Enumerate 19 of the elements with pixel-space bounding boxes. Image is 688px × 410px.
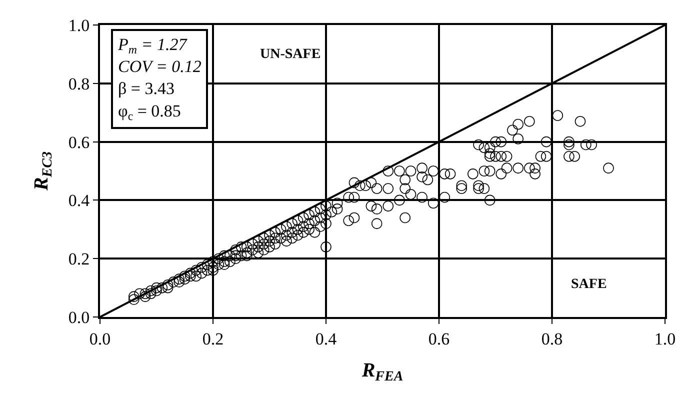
x-tick-label: 0.0 bbox=[89, 329, 111, 348]
y-tick-label: 0.0 bbox=[68, 308, 90, 327]
x-tick-label: 1.0 bbox=[654, 329, 676, 348]
y-tick-label: 0.8 bbox=[68, 74, 90, 94]
annotation: β = 3.43 bbox=[118, 79, 174, 98]
annotation: SAFE bbox=[571, 277, 607, 292]
x-axis-title: R$_{FEA}$ bbox=[360, 359, 404, 385]
x-tick-label: 0.4 bbox=[315, 329, 338, 348]
annotation: UN-SAFE bbox=[260, 47, 321, 62]
annotation: COV = 0.12 bbox=[118, 57, 202, 76]
x-tick-label: 0.6 bbox=[428, 329, 450, 348]
y-tick-label: 1.0 bbox=[68, 16, 90, 35]
annotation: P$_{m}$ = 1.27 bbox=[117, 35, 188, 57]
y-tick-label: 0.4 bbox=[68, 191, 90, 210]
x-tick-label: 0.8 bbox=[541, 329, 563, 348]
annotation: φ$_{c}$ = 0.85 bbox=[118, 101, 181, 123]
y-tick-label: 0.2 bbox=[68, 250, 90, 269]
y-tick-label: 0.6 bbox=[68, 132, 90, 152]
x-tick-label: 0.2 bbox=[202, 329, 224, 348]
